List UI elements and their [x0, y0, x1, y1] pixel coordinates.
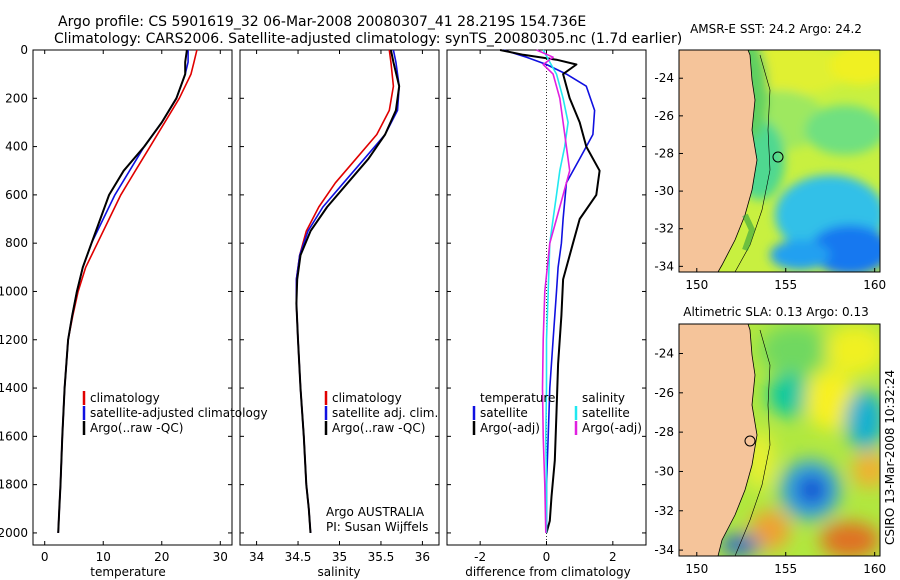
sla-map-frame [678, 323, 881, 557]
sst-map-title: AMSR-E SST: 24.2 Argo: 24.2 [690, 22, 862, 36]
x-tick-label: 2 [609, 550, 617, 564]
x-tick-label: 0 [41, 550, 49, 564]
y-tick-label: 1000 [0, 284, 28, 298]
sst-map-frame [678, 49, 881, 273]
argo-position-marker-sla [744, 435, 756, 447]
temperature-xlabel: temperature [90, 565, 165, 579]
credit-label: CSIRO 13-Mar-2008 10:32:24 [883, 370, 897, 545]
map-x-tick-label: 150 [685, 562, 708, 576]
legend-salinity-satellite: satellite [582, 406, 630, 420]
map-y-tick-label: -26 [654, 109, 674, 123]
series-line-cyan [542, 49, 569, 533]
legend-temperature-satellite: satellite [480, 406, 528, 420]
temperature-legend: climatology satellite-adjusted climatolo… [82, 391, 268, 435]
y-tick-label: 800 [5, 236, 28, 250]
salinity-legend: climatology satellite adj. clim. Argo(..… [324, 391, 438, 435]
x-tick-label: 0 [543, 550, 551, 564]
difference-legend: temperature satellite Argo(-adj) salinit… [472, 391, 642, 435]
y-tick-label: 0 [20, 43, 28, 57]
x-tick-label: 35.5 [368, 550, 395, 564]
y-tick-label: 1200 [0, 333, 28, 347]
map-y-tick-label: -26 [654, 386, 674, 400]
legend-salinity-argo: Argo(-adj) [582, 421, 642, 435]
x-tick-label: 20 [154, 550, 169, 564]
sla-map [679, 324, 880, 556]
series-line-magenta [536, 49, 571, 533]
legend-satellite-adjusted: satellite-adjusted climatology [90, 406, 268, 420]
map-x-tick-label: 155 [774, 562, 797, 576]
legend-argo: Argo(..raw -QC) [90, 421, 183, 435]
map-y-tick-label: -32 [654, 222, 674, 236]
map-y-tick-label: -24 [654, 71, 674, 85]
x-tick-label: -2 [474, 550, 486, 564]
figure-title-line1: Argo profile: CS 5901619_32 06-Mar-2008 … [58, 14, 586, 30]
legend-temperature-argo: Argo(-adj) [480, 421, 540, 435]
series-line-black [57, 49, 188, 533]
series-line-red [57, 49, 198, 533]
map-x-tick-label: 150 [685, 278, 708, 292]
x-tick-label: 10 [96, 550, 111, 564]
legend-satellite-adj: satellite adj. clim. [332, 406, 438, 420]
series-line-red [295, 49, 395, 533]
figure-title-line2: Climatology: CARS2006. Satellite-adjuste… [54, 31, 682, 47]
legend-argo: Argo(..raw -QC) [332, 421, 425, 435]
salinity-axes [239, 49, 440, 546]
series-line-black [499, 49, 601, 534]
map-x-tick-label: 155 [774, 278, 797, 292]
map-y-tick-label: -34 [654, 259, 674, 273]
map-y-tick-label: -28 [654, 146, 674, 160]
pi-label: PI: Susan Wijffels [326, 520, 428, 534]
map-y-tick-label: -30 [654, 464, 674, 478]
map-y-tick-label: -28 [654, 425, 674, 439]
sst-map [679, 50, 880, 272]
sla-map-title: Altimetric SLA: 0.13 Argo: 0.13 [683, 305, 868, 319]
legend-temperature-header: temperature [480, 391, 555, 405]
x-tick-label: 30 [213, 550, 228, 564]
x-tick-label: 36 [415, 550, 430, 564]
argo-position-marker-sst [772, 151, 784, 163]
series-line-black [295, 49, 401, 533]
map-y-tick-label: -24 [654, 346, 674, 360]
salinity-xlabel: salinity [317, 565, 360, 579]
map-x-tick-label: 160 [863, 562, 886, 576]
y-tick-label: 600 [5, 188, 28, 202]
argo-country-label: Argo AUSTRALIA [326, 505, 425, 519]
y-tick-label: 2000 [0, 526, 28, 540]
map-y-tick-label: -34 [654, 543, 674, 557]
legend-salinity-header: salinity [582, 391, 625, 405]
map-x-tick-label: 160 [863, 278, 886, 292]
x-tick-label: 35 [332, 550, 347, 564]
temperature-axes [32, 49, 233, 546]
series-line-blue [503, 49, 596, 533]
map-y-tick-label: -30 [654, 184, 674, 198]
legend-climatology: climatology [90, 391, 160, 405]
y-tick-label: 1400 [0, 381, 28, 395]
map-y-tick-label: -32 [654, 504, 674, 518]
y-tick-label: 1800 [0, 478, 28, 492]
difference-xlabel: difference from climatology [465, 565, 631, 579]
legend-climatology: climatology [332, 391, 402, 405]
y-tick-label: 400 [5, 140, 28, 154]
y-tick-label: 200 [5, 91, 28, 105]
y-tick-label: 1600 [0, 429, 28, 443]
x-tick-label: 34.5 [285, 550, 312, 564]
x-tick-label: 34 [249, 550, 264, 564]
